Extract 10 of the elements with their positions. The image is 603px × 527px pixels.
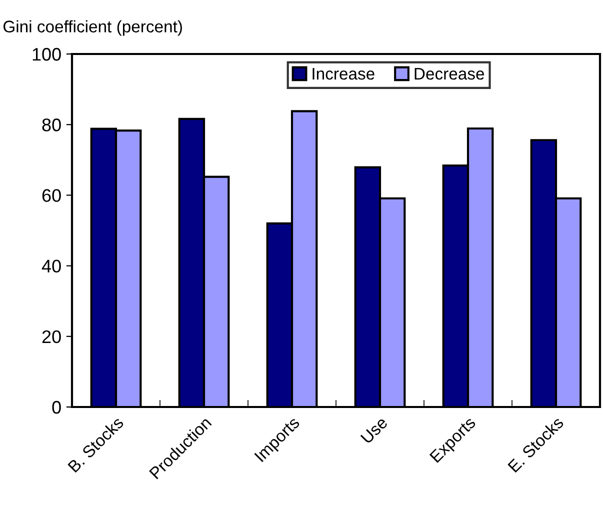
y-tick-label: 60 xyxy=(42,189,61,202)
y-axis-title: Gini coefficient (percent) xyxy=(3,20,182,36)
y-tick-label: 0 xyxy=(52,400,61,414)
y-tick-label: 20 xyxy=(42,330,61,344)
legend-label: Increase xyxy=(312,68,374,80)
y-tick-label: 80 xyxy=(42,118,61,132)
y-tick-label: 40 xyxy=(42,260,61,273)
x-tick-label: Use xyxy=(360,416,388,444)
legend-label: Decrease xyxy=(414,68,484,80)
y-tick-label: 100 xyxy=(32,48,61,61)
